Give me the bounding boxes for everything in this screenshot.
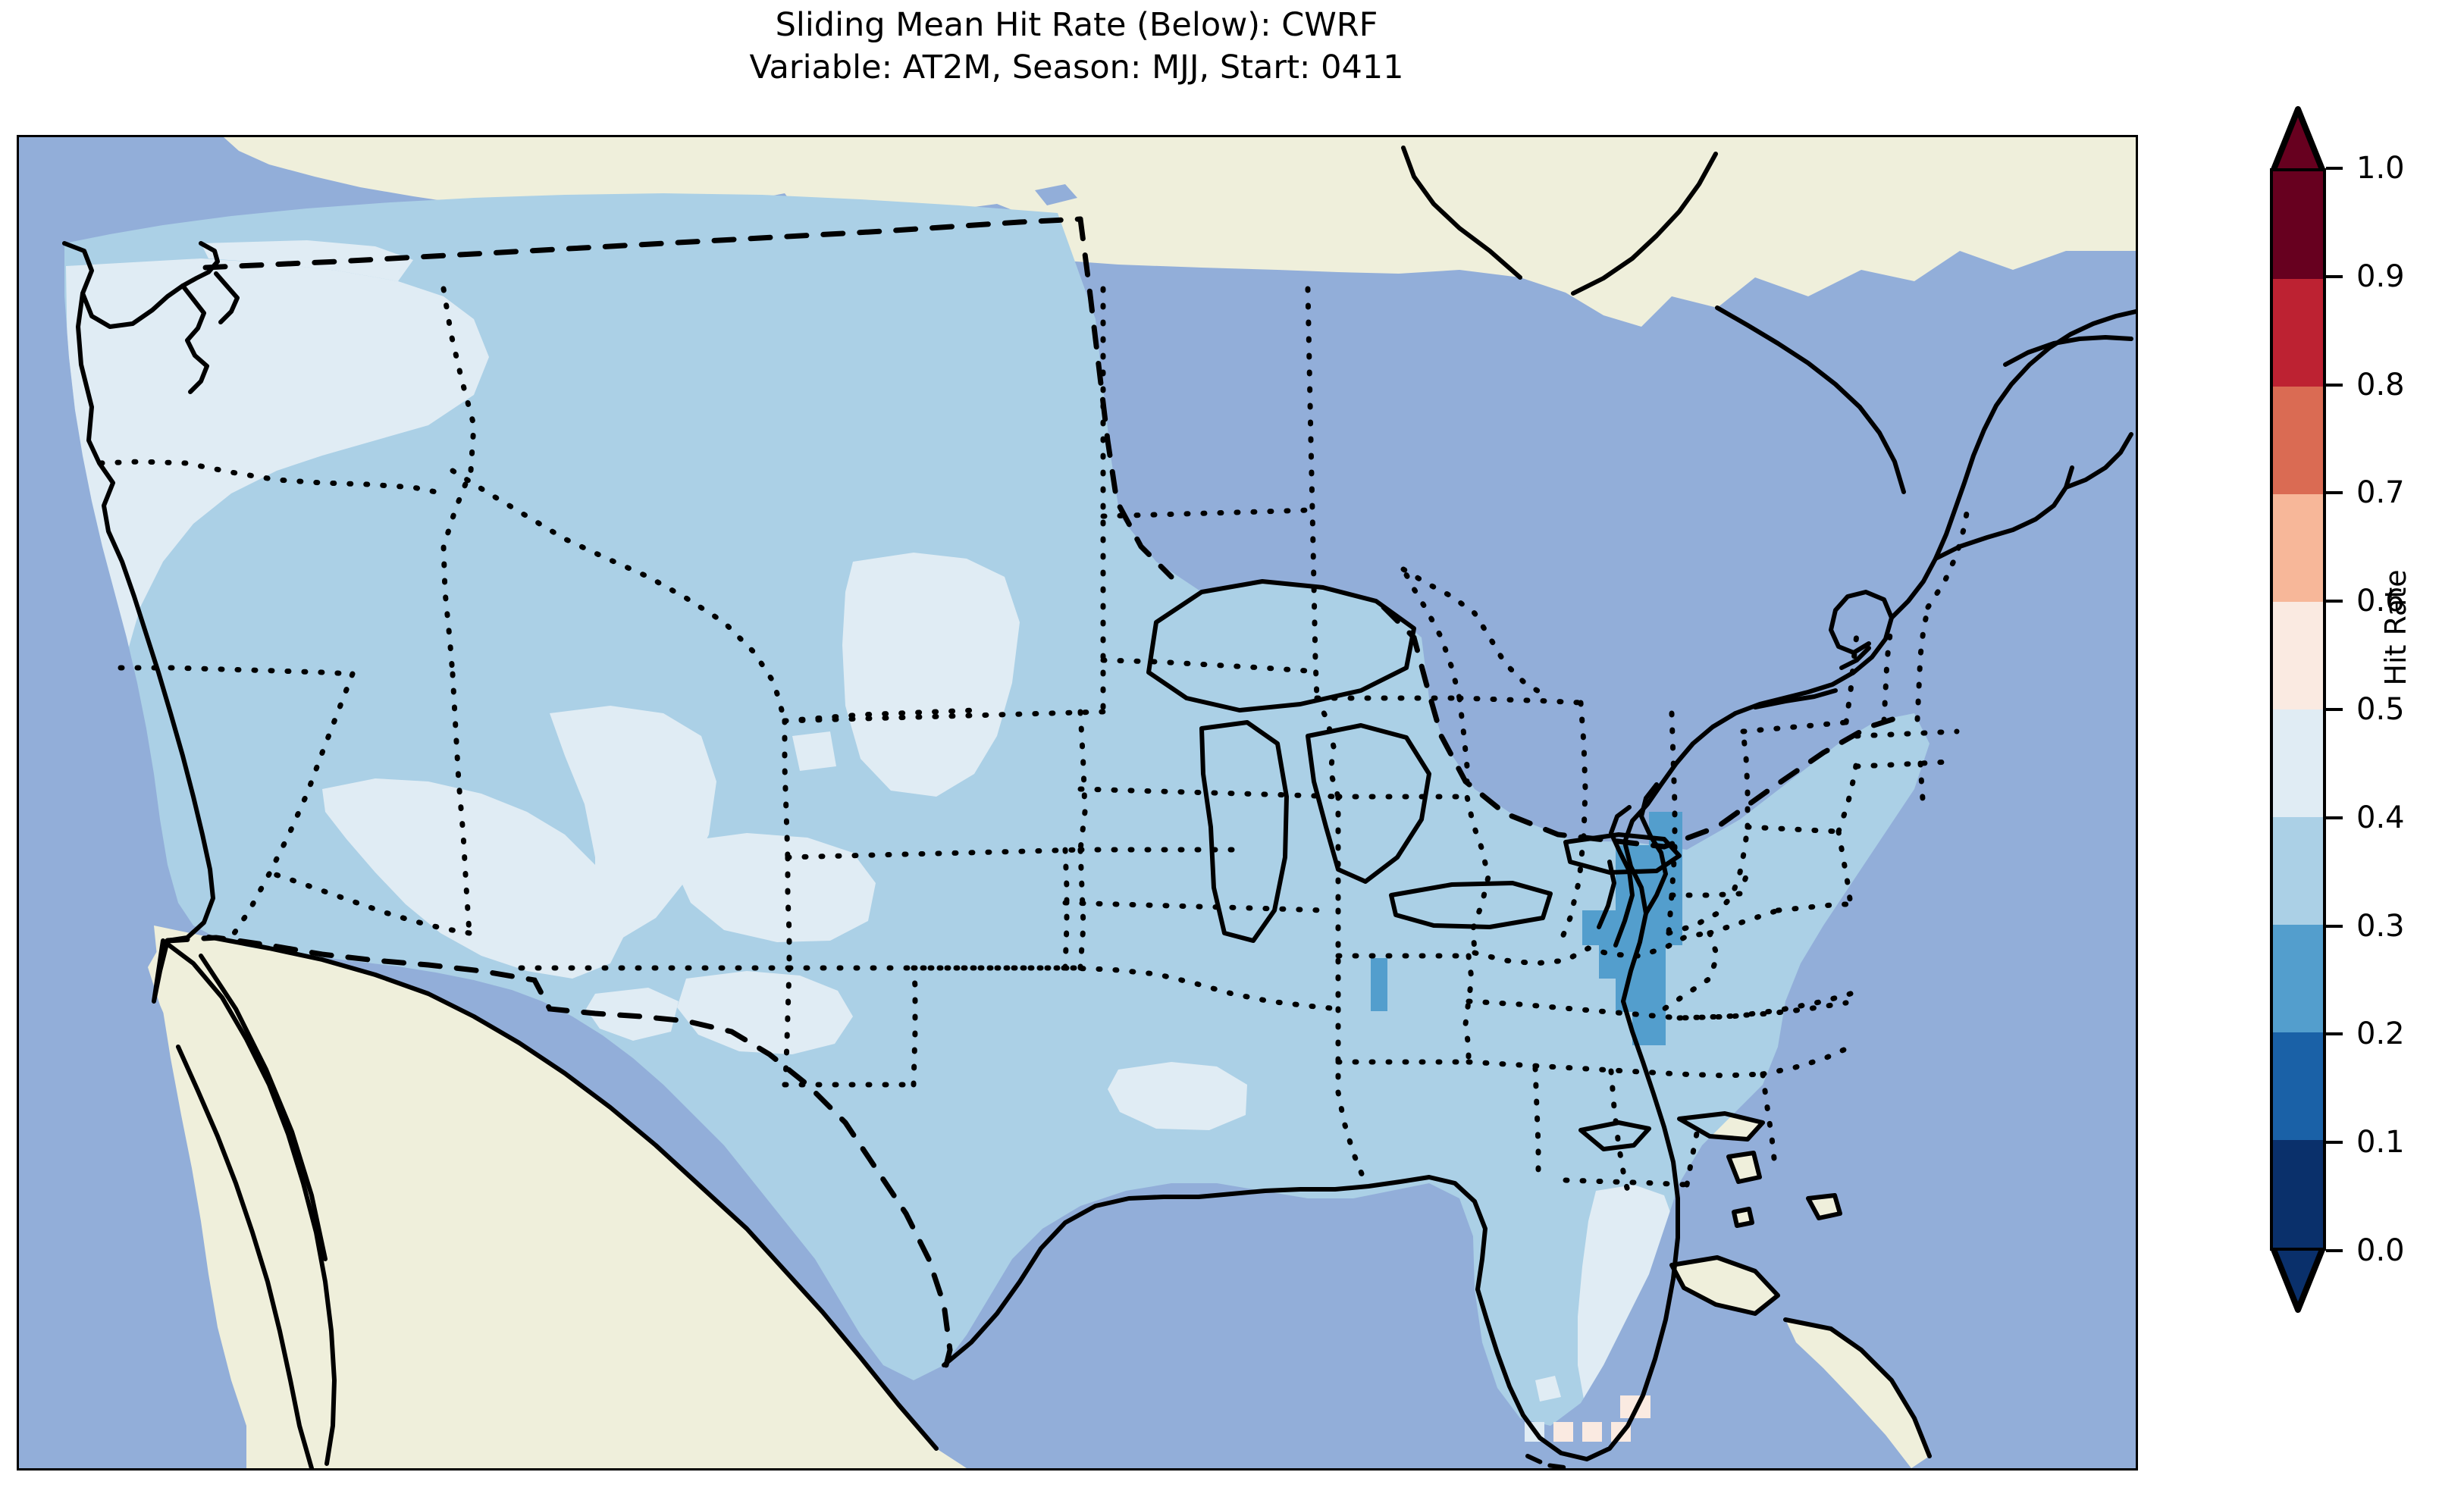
colorbar-tick-mark bbox=[2326, 491, 2343, 495]
mexico-landmass bbox=[148, 926, 967, 1468]
colorbar-band bbox=[2273, 925, 2323, 1032]
colorbar-band bbox=[2273, 279, 2323, 387]
colorbar-tick-mark bbox=[2326, 600, 2343, 603]
colorbar-band bbox=[2273, 1032, 2323, 1140]
colorbar-tick-mark bbox=[2326, 1249, 2343, 1252]
colorbar-band bbox=[2273, 387, 2323, 494]
colorbar-tick-label: 0.7 bbox=[2356, 475, 2405, 511]
colorbar-band bbox=[2273, 817, 2323, 925]
colorbar-tick-mark bbox=[2326, 274, 2343, 278]
canada-landmass bbox=[224, 137, 2136, 327]
colorbar-tick-mark bbox=[2326, 816, 2343, 819]
page-title: Sliding Mean Hit Rate (Below): CWRF Vari… bbox=[0, 5, 2153, 89]
colorbar-tick-label: 0.9 bbox=[2356, 258, 2405, 294]
colorbar-tick-label: 0.8 bbox=[2356, 367, 2405, 402]
colorbar-tick-label: 0.4 bbox=[2356, 800, 2405, 835]
colorbar-tick-label: 0.3 bbox=[2356, 908, 2405, 944]
colorbar-tick-label: 0.6 bbox=[2356, 584, 2405, 619]
colorbar-tick-mark bbox=[2326, 924, 2343, 928]
colorbar-bands bbox=[2270, 168, 2326, 1251]
colorbar-tick-label: 0.2 bbox=[2356, 1016, 2405, 1052]
colorbar-tick-mark bbox=[2326, 167, 2343, 170]
coastlines bbox=[62, 146, 2136, 1468]
colorbar-tick-label: 0.5 bbox=[2356, 692, 2405, 727]
colorbar-tick-mark bbox=[2326, 1032, 2343, 1036]
colorbar-tick-mark bbox=[2326, 708, 2343, 711]
colorbar-band bbox=[2273, 1140, 2323, 1248]
colorbar-band bbox=[2273, 171, 2323, 279]
colorbar-tick-label: 0.0 bbox=[2356, 1233, 2405, 1268]
map-axes[interactable] bbox=[17, 135, 2138, 1471]
kentucky-low-cell bbox=[1371, 958, 1387, 1011]
map-canvas bbox=[19, 137, 2136, 1468]
colorbar-tick-mark bbox=[2326, 1141, 2343, 1145]
map-svg bbox=[62, 137, 2136, 1468]
colorbar-band bbox=[2273, 709, 2323, 817]
colorbar-tick-mark bbox=[2326, 383, 2343, 387]
colorbar-ticks: 0.0 0.1 0.2 0.3 0.4 0.5 0.6 0.7 0.8 0.9 1.0 bbox=[2326, 151, 2464, 1268]
colorbar-extend-min bbox=[2270, 1248, 2326, 1313]
title-line-1: Sliding Mean Hit Rate (Below): CWRF bbox=[775, 6, 1378, 44]
colorbar-band bbox=[2273, 602, 2323, 709]
colorbar-tick-label: 1.0 bbox=[2356, 151, 2405, 186]
colorbar-label: Hit Rate bbox=[2379, 569, 2412, 686]
colorbar-band bbox=[2273, 494, 2323, 602]
colorbar[interactable]: 0.0 0.1 0.2 0.3 0.4 0.5 0.6 0.7 0.8 0.9 1.0 bbox=[2270, 106, 2405, 1313]
colorbar-tick-label: 0.1 bbox=[2356, 1125, 2405, 1160]
state-borders bbox=[98, 216, 1972, 1371]
colorbar-extend-max bbox=[2270, 106, 2326, 171]
title-line-2: Variable: AT2M, Season: MJJ, Start: 0411 bbox=[749, 48, 1404, 86]
